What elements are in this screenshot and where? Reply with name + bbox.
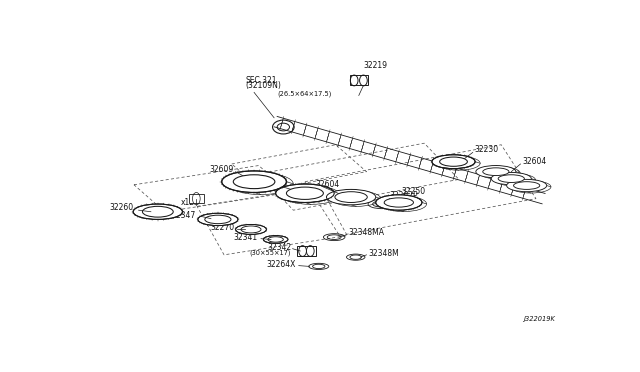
Ellipse shape (236, 224, 266, 234)
Ellipse shape (498, 175, 524, 183)
Text: 32230: 32230 (474, 145, 499, 154)
Ellipse shape (268, 237, 284, 242)
Ellipse shape (287, 187, 323, 199)
Text: 32270: 32270 (210, 224, 234, 232)
Ellipse shape (476, 166, 516, 178)
Text: 32250: 32250 (401, 187, 425, 196)
Ellipse shape (241, 226, 261, 233)
Text: 32604: 32604 (316, 180, 340, 189)
Text: 32348MA: 32348MA (348, 228, 384, 237)
Bar (349, 76, 368, 86)
Text: (30×55×17): (30×55×17) (250, 249, 291, 256)
Ellipse shape (133, 204, 182, 219)
Text: 32264X: 32264X (266, 260, 296, 269)
Ellipse shape (205, 215, 231, 224)
Text: 32219: 32219 (363, 61, 387, 70)
Bar (189, 194, 204, 203)
Text: x12: x12 (180, 198, 195, 207)
Text: (32109N): (32109N) (246, 81, 282, 90)
Ellipse shape (276, 184, 334, 202)
Text: 32260: 32260 (110, 203, 134, 212)
Ellipse shape (326, 189, 376, 205)
Text: 32341: 32341 (233, 233, 257, 243)
Text: 32348M: 32348M (368, 249, 399, 258)
Text: (26.5×64×17.5): (26.5×64×17.5) (278, 90, 332, 97)
Text: SEC.321: SEC.321 (246, 76, 277, 85)
Ellipse shape (263, 235, 288, 243)
Text: J322019K: J322019K (524, 316, 555, 322)
Text: 32440: 32440 (255, 181, 279, 190)
Ellipse shape (221, 171, 287, 192)
Text: 32342: 32342 (268, 243, 292, 251)
Ellipse shape (234, 175, 275, 189)
Text: 32262P: 32262P (390, 191, 418, 200)
Ellipse shape (432, 155, 475, 169)
Ellipse shape (513, 182, 540, 189)
Text: 32347: 32347 (172, 211, 196, 220)
Ellipse shape (483, 168, 509, 176)
Bar (297, 246, 316, 256)
Ellipse shape (507, 179, 547, 192)
Ellipse shape (143, 206, 173, 217)
Ellipse shape (335, 192, 367, 202)
Ellipse shape (376, 195, 422, 210)
Text: 32604: 32604 (522, 157, 547, 166)
Ellipse shape (492, 173, 531, 185)
Ellipse shape (440, 157, 467, 166)
Ellipse shape (198, 213, 238, 225)
Ellipse shape (384, 198, 413, 207)
Text: 32609: 32609 (209, 165, 234, 174)
